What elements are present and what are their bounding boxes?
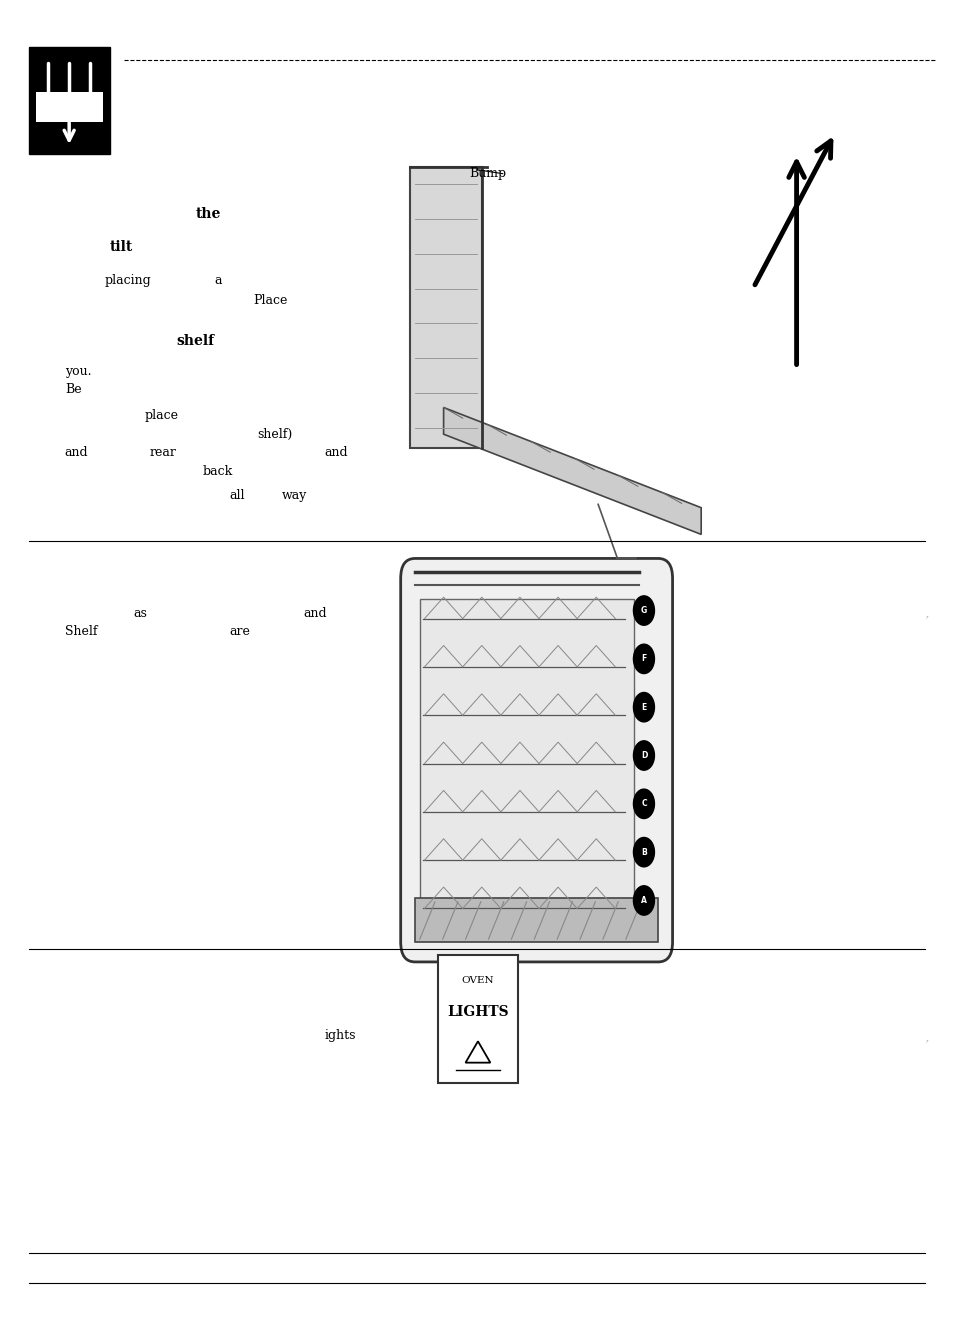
Circle shape xyxy=(633,886,654,915)
Circle shape xyxy=(633,596,654,625)
Text: LIGHTS: LIGHTS xyxy=(447,1005,508,1019)
FancyBboxPatch shape xyxy=(400,558,672,962)
Text: the: the xyxy=(195,207,221,220)
Text: Be: Be xyxy=(65,383,81,397)
Bar xyxy=(29,47,110,154)
Text: Place: Place xyxy=(253,294,287,307)
Text: place: place xyxy=(145,409,179,422)
Text: Shelf: Shelf xyxy=(65,625,97,639)
Text: all: all xyxy=(229,489,244,502)
Text: as: as xyxy=(133,607,148,620)
Text: C: C xyxy=(640,799,646,808)
Circle shape xyxy=(633,692,654,721)
Text: shelf): shelf) xyxy=(257,428,293,441)
Text: way: way xyxy=(281,489,307,502)
Circle shape xyxy=(633,740,654,771)
Text: OVEN: OVEN xyxy=(461,977,494,986)
Circle shape xyxy=(633,644,654,673)
Text: are: are xyxy=(229,625,250,639)
Text: a: a xyxy=(214,274,222,287)
Text: shelf: shelf xyxy=(176,334,214,347)
Circle shape xyxy=(633,838,654,867)
Text: D: D xyxy=(640,751,646,760)
FancyBboxPatch shape xyxy=(437,955,517,1083)
Bar xyxy=(410,167,481,448)
Text: G: G xyxy=(640,607,646,615)
Text: and: and xyxy=(65,446,89,460)
Text: ights: ights xyxy=(324,1029,355,1042)
Text: F: F xyxy=(640,655,646,664)
Text: E: E xyxy=(640,703,646,712)
Text: rear: rear xyxy=(150,446,176,460)
Bar xyxy=(419,599,634,935)
Text: tilt: tilt xyxy=(110,240,132,254)
Bar xyxy=(415,898,658,942)
Bar xyxy=(36,92,103,122)
Polygon shape xyxy=(443,407,700,534)
Text: placing: placing xyxy=(105,274,152,287)
Text: ′: ′ xyxy=(924,615,927,628)
Text: and: and xyxy=(324,446,348,460)
Text: back: back xyxy=(202,465,233,478)
Text: you.: you. xyxy=(65,365,91,378)
Text: and: and xyxy=(303,607,327,620)
Text: B: B xyxy=(640,847,646,856)
Text: A: A xyxy=(640,896,646,904)
Text: Bump: Bump xyxy=(469,167,506,180)
Text: ′: ′ xyxy=(924,1038,927,1051)
Circle shape xyxy=(633,790,654,819)
